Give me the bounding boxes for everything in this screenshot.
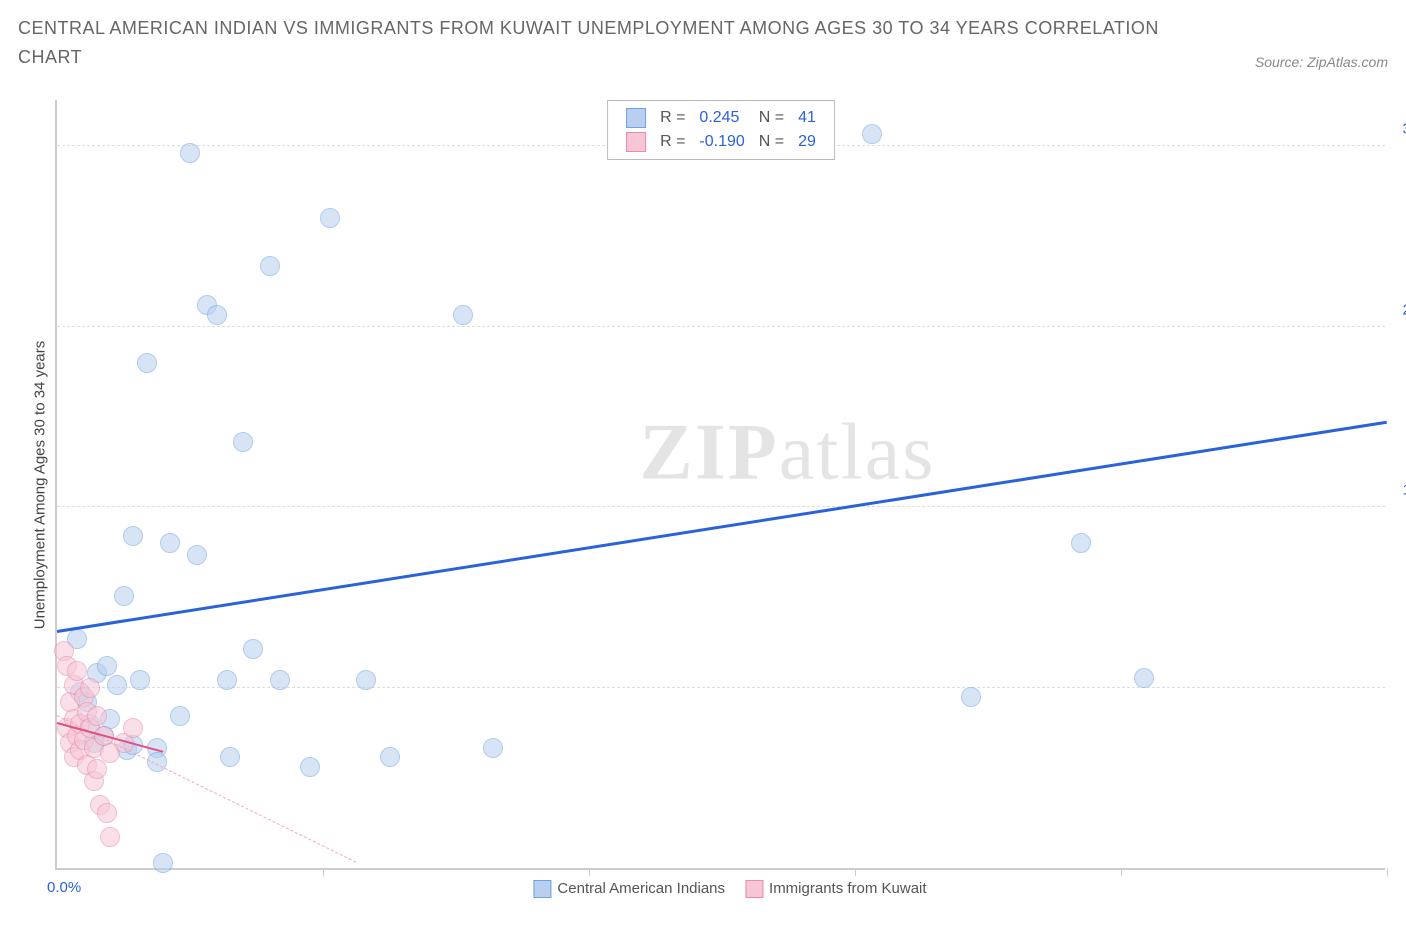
data-point (137, 353, 157, 373)
x-tick (323, 868, 324, 876)
y-tick-label: 7.5% (1390, 662, 1406, 679)
data-point (233, 432, 253, 452)
data-point (207, 305, 227, 325)
data-point (107, 675, 127, 695)
data-point (80, 678, 100, 698)
data-point (300, 757, 320, 777)
data-point (114, 586, 134, 606)
y-tick-label: 22.5% (1390, 301, 1406, 318)
y-tick-label: 15.0% (1390, 482, 1406, 499)
data-point (1071, 533, 1091, 553)
legend-swatch (620, 107, 652, 129)
legend-n-value: 29 (792, 131, 822, 153)
data-point (100, 827, 120, 847)
chart-header: CENTRAL AMERICAN INDIAN VS IMMIGRANTS FR… (0, 0, 1406, 72)
legend-n-label: N = (753, 107, 790, 129)
data-point (123, 718, 143, 738)
watermark-zip: ZIP (639, 409, 778, 497)
data-point (187, 545, 207, 565)
data-point (153, 853, 173, 873)
y-axis-label: Unemployment Among Ages 30 to 34 years (32, 341, 49, 630)
data-point (453, 305, 473, 325)
legend-series: Central American Indians Immigrants from … (513, 880, 926, 898)
data-point (87, 706, 107, 726)
data-point (217, 670, 237, 690)
data-point (97, 656, 117, 676)
legend-swatch (533, 880, 551, 898)
plot-region: ZIPatlas R =0.245N =41R =-0.190N =29 7.5… (55, 100, 1385, 870)
data-point (170, 706, 190, 726)
legend-n-value: 41 (792, 107, 822, 129)
legend-swatch (745, 880, 763, 898)
data-point (123, 526, 143, 546)
legend-swatch (620, 131, 652, 153)
x-tick (589, 868, 590, 876)
data-point (87, 759, 107, 779)
legend-row: R =0.245N =41 (620, 107, 822, 129)
data-point (380, 747, 400, 767)
gridline (57, 506, 1385, 507)
legend-correlation: R =0.245N =41R =-0.190N =29 (607, 100, 835, 160)
watermark: ZIPatlas (639, 408, 935, 499)
legend-r-value: -0.190 (693, 131, 750, 153)
data-point (67, 661, 87, 681)
data-point (160, 533, 180, 553)
legend-label: Immigrants from Kuwait (769, 880, 927, 897)
data-point (356, 670, 376, 690)
legend-table: R =0.245N =41R =-0.190N =29 (618, 105, 824, 155)
data-point (270, 670, 290, 690)
source-credit: Source: ZipAtlas.com (1255, 54, 1388, 70)
data-point (243, 639, 263, 659)
data-point (147, 752, 167, 772)
data-point (180, 143, 200, 163)
legend-label: Central American Indians (557, 880, 725, 897)
chart-area: Unemployment Among Ages 30 to 34 years Z… (55, 100, 1385, 870)
legend-r-value: 0.245 (693, 107, 750, 129)
x-tick (1121, 868, 1122, 876)
y-tick-label: 30.0% (1390, 121, 1406, 138)
gridline (57, 687, 1385, 688)
data-point (220, 747, 240, 767)
data-point (260, 256, 280, 276)
x-tick (1387, 868, 1388, 876)
legend-r-label: R = (654, 131, 691, 153)
data-point (97, 803, 117, 823)
x-tick (855, 868, 856, 876)
data-point (320, 208, 340, 228)
x-axis-min: 0.0% (47, 879, 81, 896)
legend-n-label: N = (753, 131, 790, 153)
legend-r-label: R = (654, 107, 691, 129)
gridline (57, 326, 1385, 327)
trend-line (57, 420, 1387, 632)
data-point (961, 687, 981, 707)
data-point (1134, 668, 1154, 688)
watermark-atlas: atlas (779, 409, 936, 497)
data-point (483, 738, 503, 758)
data-point (130, 670, 150, 690)
legend-row: R =-0.190N =29 (620, 131, 822, 153)
chart-title: CENTRAL AMERICAN INDIAN VS IMMIGRANTS FR… (18, 14, 1168, 72)
data-point (862, 124, 882, 144)
